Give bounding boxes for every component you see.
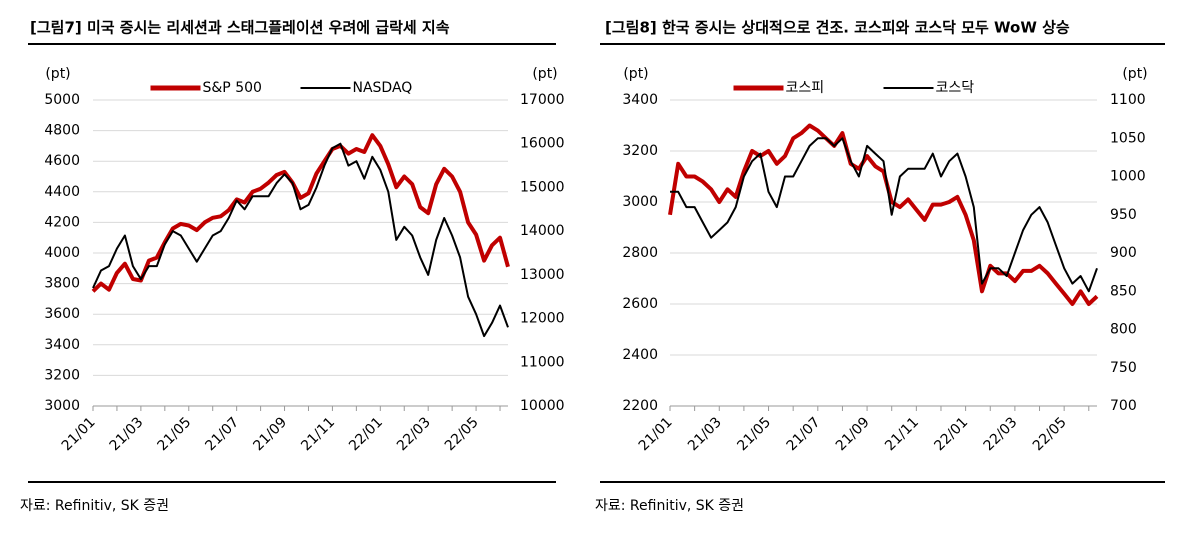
y2-tick-label: 10000 xyxy=(520,398,565,414)
line-series xyxy=(670,137,1098,293)
y-tick-label: 3800 xyxy=(44,276,80,292)
legend-label: 코스피 xyxy=(786,80,825,96)
x-tick-label: 21/03 xyxy=(107,414,147,454)
legend-label: NASDAQ xyxy=(353,80,413,96)
y-tick-label: 3400 xyxy=(622,92,658,108)
x-tick-label: 22/05 xyxy=(1030,414,1070,454)
line-series xyxy=(668,123,1099,306)
y2-tick-label: 16000 xyxy=(520,136,565,152)
y-axis-label: (pt) xyxy=(623,66,648,82)
y2-tick-label: 950 xyxy=(1110,207,1137,223)
y2-tick-label: 900 xyxy=(1110,245,1137,261)
y2-tick-label: 700 xyxy=(1110,398,1137,414)
x-tick-label: 21/11 xyxy=(298,414,338,454)
y-tick-label: 3200 xyxy=(44,367,80,383)
y-tick-label: 4400 xyxy=(44,184,80,200)
x-tick-label: 21/07 xyxy=(202,414,242,454)
y-axis-label: (pt) xyxy=(45,66,70,82)
x-tick-label: 22/03 xyxy=(394,414,434,454)
y2-tick-label: 15000 xyxy=(520,179,565,195)
line-series xyxy=(92,142,509,338)
y-tick-label: 3400 xyxy=(44,337,80,353)
y-tick-label: 2400 xyxy=(622,347,658,363)
y2-axis-label: (pt) xyxy=(1122,66,1147,82)
x-tick-label: 21/03 xyxy=(685,414,725,454)
y2-tick-label: 850 xyxy=(1110,283,1137,299)
y-tick-label: 4200 xyxy=(44,214,80,230)
y-tick-label: 2600 xyxy=(622,296,658,312)
x-tick-label: 21/07 xyxy=(784,414,824,454)
x-tick-label: 21/01 xyxy=(636,414,676,454)
y-tick-label: 2200 xyxy=(622,398,658,414)
y-tick-label: 3000 xyxy=(622,194,658,210)
y-tick-label: 4800 xyxy=(44,123,80,139)
y-tick-label: 5000 xyxy=(44,92,80,108)
x-tick-label: 21/09 xyxy=(250,414,290,454)
chart-title: [그림7] 미국 증시는 리세션과 스태그플레이션 우려에 급락세 지속 xyxy=(30,19,450,37)
y2-tick-label: 1100 xyxy=(1110,92,1146,108)
y2-tick-label: 750 xyxy=(1110,360,1137,376)
y2-tick-label: 1050 xyxy=(1110,130,1146,146)
y-tick-label: 3000 xyxy=(44,398,80,414)
y-tick-label: 4600 xyxy=(44,153,80,169)
x-tick-label: 22/03 xyxy=(981,414,1021,454)
y-tick-label: 2800 xyxy=(622,245,658,261)
x-tick-label: 22/01 xyxy=(346,414,386,454)
y2-tick-label: 12000 xyxy=(520,311,565,327)
x-tick-label: 21/11 xyxy=(882,414,922,454)
y2-tick-label: 14000 xyxy=(520,223,565,239)
x-tick-label: 22/05 xyxy=(442,414,482,454)
x-tick-label: 22/01 xyxy=(931,414,971,454)
y2-axis-label: (pt) xyxy=(532,66,557,82)
source: 자료: Refinitiv, SK 증권 xyxy=(595,498,744,514)
x-tick-label: 21/05 xyxy=(155,414,195,454)
y-tick-label: 3600 xyxy=(44,306,80,322)
y-tick-label: 3200 xyxy=(622,143,658,159)
line-series xyxy=(91,133,510,293)
chart-title: [그림8] 한국 증시는 상대적으로 견조. 코스피와 코스닥 모두 WoW 상… xyxy=(605,19,1070,37)
legend-label: 코스닥 xyxy=(936,80,975,96)
y-tick-label: 4000 xyxy=(44,245,80,261)
x-tick-label: 21/09 xyxy=(833,414,873,454)
y2-tick-label: 800 xyxy=(1110,322,1137,338)
y2-tick-label: 11000 xyxy=(520,354,565,370)
source: 자료: Refinitiv, SK 증권 xyxy=(20,498,169,514)
y2-tick-label: 17000 xyxy=(520,92,565,108)
y2-tick-label: 1000 xyxy=(1110,169,1146,185)
x-tick-label: 21/05 xyxy=(734,414,774,454)
x-tick-label: 21/01 xyxy=(59,414,99,454)
legend-label: S&P 500 xyxy=(203,80,262,96)
y2-tick-label: 13000 xyxy=(520,267,565,283)
